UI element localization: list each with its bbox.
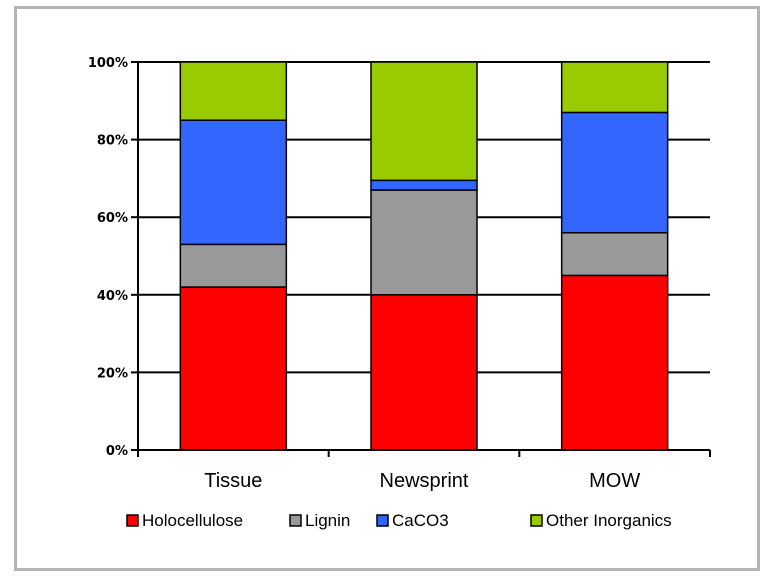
legend-label: CaCO3 — [392, 511, 449, 530]
y-tick-label: 60% — [97, 211, 128, 226]
legend-swatch — [376, 514, 389, 527]
axes — [131, 61, 711, 457]
bar-segment — [370, 179, 478, 191]
bar-segment — [370, 294, 478, 451]
bar-segment — [370, 61, 478, 182]
legend: Holocellulose Lignin CaCO3 Other Inorganics — [126, 511, 672, 530]
x-tick-label: Tissue — [204, 470, 262, 492]
y-tick-label: 40% — [97, 289, 128, 304]
x-tick-label: MOW — [589, 470, 640, 492]
bar-segment — [179, 119, 288, 246]
bar-segment — [179, 61, 288, 121]
y-tick-label: 80% — [97, 134, 128, 149]
legend-label: Holocellulose — [142, 511, 243, 530]
y-tick-label: 0% — [106, 444, 128, 459]
bar-segment — [370, 189, 478, 296]
y-tick-label: 100% — [88, 56, 128, 71]
legend-swatch — [126, 514, 139, 527]
legend-label: Other Inorganics — [546, 511, 672, 530]
legend-swatch — [530, 514, 543, 527]
x-tick-label: Newsprint — [380, 470, 469, 492]
bar-segment — [179, 286, 288, 451]
bar-segment — [179, 243, 288, 288]
legend-label: Lignin — [305, 511, 350, 530]
bar-segment — [560, 111, 669, 234]
bar-segment — [560, 61, 669, 114]
bar-segment — [560, 274, 669, 451]
bars — [179, 61, 669, 451]
legend-swatch — [289, 514, 302, 527]
axis-labels: 0% 20% 40% 60% 80% 100% Tissue Newsprint MOW — [88, 56, 641, 492]
y-tick-label: 20% — [97, 366, 128, 381]
bar-segment — [560, 231, 669, 277]
